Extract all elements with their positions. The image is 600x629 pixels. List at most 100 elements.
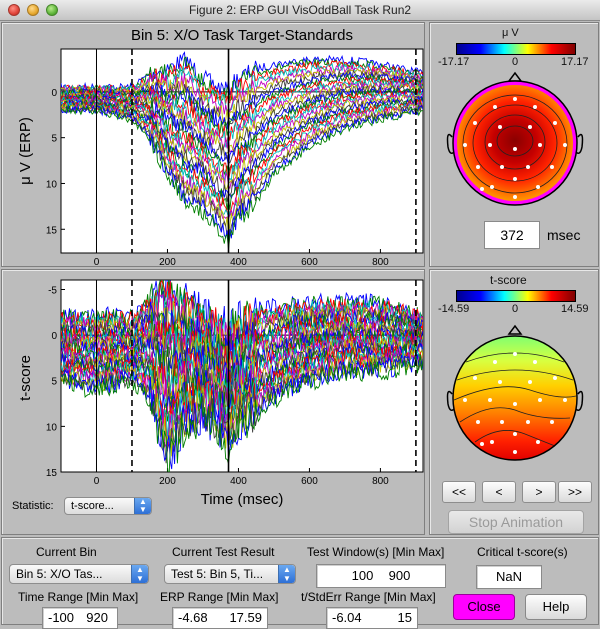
electrode-dot: [550, 420, 554, 424]
test-window-max: 900: [388, 568, 411, 583]
electrode-dot: [480, 442, 484, 446]
electrode-dot: [498, 380, 502, 384]
electrode-dot: [488, 143, 492, 147]
electrode-dot: [490, 440, 494, 444]
stop-animation-button[interactable]: Stop Animation: [448, 510, 584, 534]
tstd-range-field[interactable]: -6.04 15: [326, 607, 418, 629]
test-window-label: Test Window(s) [Min Max]: [307, 545, 445, 559]
window-zoom-icon[interactable]: [46, 4, 58, 16]
electrode-dot: [490, 185, 494, 189]
current-test-select[interactable]: Test 5: Bin 5, Ti... ▲ ▼: [164, 564, 296, 584]
electrode-dot: [563, 143, 567, 147]
x-tick-label: 0: [94, 257, 100, 268]
nav-first-button[interactable]: <<: [442, 481, 476, 503]
y-tick-label: 15: [46, 468, 58, 479]
electrode-dot: [538, 143, 542, 147]
electrode-dot: [513, 97, 517, 101]
test-window-field[interactable]: 100 900: [316, 564, 446, 588]
erp-colorbar-title: μ V: [502, 27, 519, 39]
erp-range-min: -4.68: [178, 610, 208, 625]
current-bin-value: Bin 5: X/O Tas...: [16, 567, 103, 581]
electrode-dot: [493, 360, 497, 364]
erp-cmax: 17.17: [561, 56, 589, 68]
x-tick-label: 200: [159, 476, 176, 487]
erp-range-label: ERP Range [Min Max]: [160, 590, 279, 604]
tscore-colorbar: [456, 290, 576, 302]
erp-range-max: 17.59: [229, 610, 262, 625]
erp-series-line: [61, 349, 423, 457]
erp-plot-panel: Bin 5: X/O Task Target-Standards μ V (ER…: [1, 22, 426, 268]
electrode-dot: [528, 380, 532, 384]
tstd-range-max: 15: [397, 610, 412, 625]
x-tick-label: 400: [230, 476, 247, 487]
nav-last-button[interactable]: >>: [558, 481, 592, 503]
popup-arrows-icon: ▲ ▼: [131, 565, 148, 583]
tscore-ylabel: t-score: [17, 355, 34, 401]
y-tick-label: 10: [46, 179, 58, 190]
electrode-dot: [513, 147, 517, 151]
electrode-dot: [553, 376, 557, 380]
erp-series-line: [61, 103, 423, 239]
electrode-dot: [538, 398, 542, 402]
nav-next-button[interactable]: >: [522, 481, 556, 503]
close-button[interactable]: Close: [453, 594, 515, 620]
window-title: Figure 2: ERP GUI VisOddBall Task Run2: [188, 3, 412, 17]
electrode-dot: [513, 402, 517, 406]
x-tick-label: 800: [372, 476, 389, 487]
tscore-topomap: [446, 324, 584, 461]
electrode-dot: [550, 165, 554, 169]
tscore-chart[interactable]: t-score Time (msec) 0 200 400 600 800 -5 0 5 10 1…: [2, 270, 426, 536]
x-tick-label: 800: [372, 257, 389, 268]
nav-prev-button[interactable]: <: [482, 481, 516, 503]
x-tick-label: 0: [94, 476, 100, 487]
current-bin-select[interactable]: Bin 5: X/O Tas... ▲ ▼: [9, 564, 149, 584]
statistic-label: Statistic:: [12, 500, 54, 512]
electrode-dot: [463, 398, 467, 402]
y-tick-label: 0: [51, 331, 57, 342]
tscore-cmax: 14.59: [561, 303, 589, 315]
electrode-dot: [533, 360, 537, 364]
electrode-dot: [480, 187, 484, 191]
electrode-dot: [536, 440, 540, 444]
electrode-dot: [513, 450, 517, 454]
test-window-min: 100: [351, 568, 374, 583]
erp-series-line: [61, 105, 423, 250]
electrode-dot: [526, 420, 530, 424]
figure-window: Bin 5: X/O Task Target-Standards μ V (ER…: [0, 21, 600, 629]
window-minimize-icon[interactable]: [27, 4, 39, 16]
statistic-select[interactable]: t-score... ▲ ▼: [64, 497, 152, 515]
electrode-dot: [500, 165, 504, 169]
electrode-dot: [476, 165, 480, 169]
help-button[interactable]: Help: [525, 594, 587, 620]
electrode-dot: [488, 398, 492, 402]
time-display-field[interactable]: 372: [484, 221, 540, 249]
electrode-dot: [513, 177, 517, 181]
electrode-dot: [473, 121, 477, 125]
electrode-dot: [513, 432, 517, 436]
tscore-xlabel: Time (msec): [201, 491, 284, 508]
window-close-icon[interactable]: [8, 4, 20, 16]
erp-series-line: [61, 80, 423, 153]
critical-field[interactable]: NaN: [476, 565, 542, 589]
erp-cmin: -17.17: [438, 56, 470, 68]
critical-label: Critical t-score(s): [477, 545, 568, 559]
tstd-range-min: -6.04: [332, 610, 362, 625]
x-tick-label: 600: [301, 257, 318, 268]
controls-panel: Current Bin Bin 5: X/O Tas... ▲ ▼ Current…: [1, 537, 599, 629]
erp-colorbar: [456, 43, 576, 55]
y-tick-label: 5: [51, 377, 57, 388]
popup-arrows-icon: ▲ ▼: [278, 565, 295, 583]
electrode-dot: [500, 420, 504, 424]
time-range-field[interactable]: -100 920: [42, 607, 118, 629]
electrode-dot: [513, 195, 517, 199]
erp-series-line: [61, 69, 423, 129]
current-test-label: Current Test Result: [172, 545, 275, 559]
statistic-value: t-score...: [71, 500, 114, 512]
erp-chart[interactable]: Bin 5: X/O Task Target-Standards μ V (ER…: [2, 23, 426, 268]
x-tick-label: 600: [301, 476, 318, 487]
erp-plot-title: Bin 5: X/O Task Target-Standards: [131, 27, 353, 44]
tscore-plot-panel: t-score Time (msec) 0 200 400 600 800 -5 0 5 10 1…: [1, 269, 425, 535]
erp-ylabel: μ V (ERP): [17, 117, 34, 185]
tscore-colorbar-title: t-score: [490, 273, 527, 287]
y-tick-label: 5: [51, 134, 57, 145]
